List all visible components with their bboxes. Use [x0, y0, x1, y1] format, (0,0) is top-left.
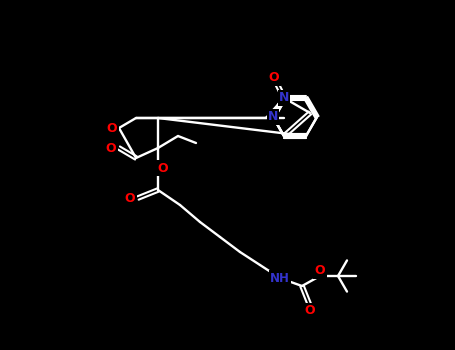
Text: O: O: [106, 121, 117, 134]
Text: N: N: [279, 91, 289, 104]
Text: O: O: [305, 304, 315, 317]
Text: O: O: [125, 191, 135, 204]
Text: O: O: [106, 141, 116, 154]
Text: O: O: [315, 265, 325, 278]
Text: O: O: [269, 71, 279, 84]
Text: NH: NH: [270, 272, 290, 285]
Text: N: N: [268, 111, 278, 124]
Text: O: O: [158, 161, 168, 175]
